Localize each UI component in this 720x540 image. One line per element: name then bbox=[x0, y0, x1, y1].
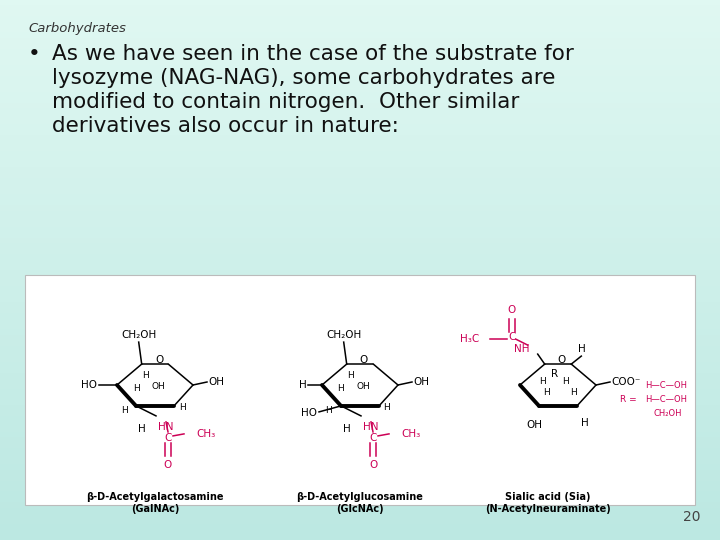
Text: CH₃: CH₃ bbox=[401, 429, 420, 439]
Text: C: C bbox=[369, 433, 377, 443]
Text: C: C bbox=[508, 332, 516, 342]
Text: OH: OH bbox=[151, 382, 165, 392]
Text: R: R bbox=[551, 369, 558, 379]
Text: NH: NH bbox=[514, 344, 530, 354]
Text: H: H bbox=[338, 384, 344, 393]
Text: H: H bbox=[539, 377, 546, 386]
Text: O: O bbox=[558, 355, 566, 365]
Text: R =: R = bbox=[621, 395, 637, 404]
Text: O: O bbox=[508, 305, 516, 315]
Text: HN: HN bbox=[158, 422, 174, 432]
Text: Sialic acid (Sia)
(N-Acetylneuraminate): Sialic acid (Sia) (N-Acetylneuraminate) bbox=[485, 492, 611, 514]
Text: H: H bbox=[325, 407, 333, 415]
Text: H: H bbox=[384, 403, 390, 413]
Text: As we have seen in the case of the substrate for: As we have seen in the case of the subst… bbox=[52, 44, 574, 64]
Text: H: H bbox=[132, 384, 140, 393]
Text: CH₂OH: CH₂OH bbox=[121, 330, 156, 340]
Text: CH₂OH: CH₂OH bbox=[326, 330, 361, 340]
Text: H: H bbox=[581, 418, 589, 428]
Text: β-D-Acetylgalactosamine
(GalNAc): β-D-Acetylgalactosamine (GalNAc) bbox=[86, 492, 224, 514]
Text: OH: OH bbox=[526, 420, 542, 430]
Text: O: O bbox=[155, 355, 163, 365]
Text: O: O bbox=[164, 460, 172, 470]
Text: H: H bbox=[562, 377, 569, 386]
Text: H: H bbox=[138, 424, 146, 434]
Text: H: H bbox=[347, 371, 354, 380]
Text: 20: 20 bbox=[683, 510, 700, 524]
Text: H: H bbox=[121, 407, 127, 415]
Text: H—C—OH: H—C—OH bbox=[645, 381, 687, 390]
Text: β-D-Acetylglucosamine
(GlcNAc): β-D-Acetylglucosamine (GlcNAc) bbox=[297, 492, 423, 514]
Bar bbox=[25, 275, 695, 505]
Text: H: H bbox=[578, 344, 586, 354]
Text: C: C bbox=[164, 433, 171, 443]
Text: O: O bbox=[369, 460, 377, 470]
Text: Carbohydrates: Carbohydrates bbox=[28, 22, 126, 35]
Text: CH₂OH: CH₂OH bbox=[653, 409, 682, 418]
Text: CH₃: CH₃ bbox=[196, 429, 215, 439]
Text: H: H bbox=[343, 424, 351, 434]
Text: COO⁻: COO⁻ bbox=[611, 377, 640, 387]
Text: derivatives also occur in nature:: derivatives also occur in nature: bbox=[52, 116, 399, 136]
Text: HO: HO bbox=[81, 380, 97, 390]
Text: H: H bbox=[142, 371, 149, 380]
Text: H: H bbox=[179, 403, 185, 413]
Text: OH: OH bbox=[413, 377, 429, 387]
Text: H: H bbox=[300, 380, 307, 390]
Text: H₃C: H₃C bbox=[461, 334, 480, 344]
Text: O: O bbox=[360, 355, 368, 365]
Text: HN: HN bbox=[363, 422, 379, 432]
Text: •: • bbox=[28, 44, 41, 64]
Text: H: H bbox=[570, 388, 577, 397]
Text: OH: OH bbox=[356, 382, 370, 392]
Text: modified to contain nitrogen.  Other similar: modified to contain nitrogen. Other simi… bbox=[52, 92, 519, 112]
Text: lysozyme (NAG-NAG), some carbohydrates are: lysozyme (NAG-NAG), some carbohydrates a… bbox=[52, 68, 555, 88]
Text: H: H bbox=[543, 388, 550, 397]
Text: HO: HO bbox=[301, 408, 317, 418]
Text: OH: OH bbox=[208, 377, 224, 387]
Text: H—C—OH: H—C—OH bbox=[645, 395, 687, 404]
